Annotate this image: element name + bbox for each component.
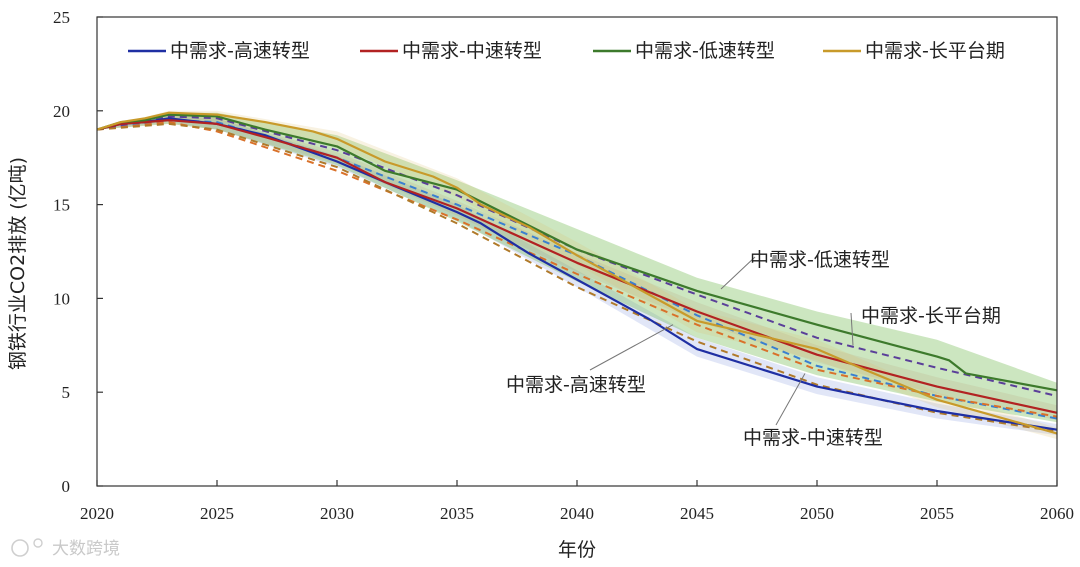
x-tick-label: 2045 xyxy=(680,504,714,523)
legend-label-中需求-低速转型: 中需求-低速转型 xyxy=(635,40,775,62)
watermark-logo-icon xyxy=(11,539,29,557)
y-tick-label: 0 xyxy=(62,477,71,496)
band-中需求-低速转型 xyxy=(97,112,1057,423)
annotation-label: 中需求-高速转型 xyxy=(506,374,646,396)
y-tick-label: 25 xyxy=(53,8,70,27)
y-tick-label: 5 xyxy=(62,383,71,402)
watermark-text: 大数跨境 xyxy=(52,539,120,559)
annotation-label: 中需求-低速转型 xyxy=(750,249,890,271)
dashed-line-中需求-长平台期 xyxy=(96,122,1058,433)
y-tick-label: 10 xyxy=(53,289,70,308)
annotation-leader-line xyxy=(589,324,674,371)
band-中需求-长平台期 xyxy=(97,110,1057,440)
annotation-leader-line xyxy=(775,373,806,426)
annotation-leader-line xyxy=(850,312,854,346)
x-tick-label: 2055 xyxy=(920,504,954,523)
series-line-中需求-低速转型 xyxy=(96,113,1058,392)
x-axis-title: 年份 xyxy=(558,539,596,561)
annotation-label: 中需求-中速转型 xyxy=(743,427,883,449)
series-lines xyxy=(96,111,1058,435)
x-tick-labels: 2020 2025 2030 2035 2040 2045 2050 2055 2060 xyxy=(80,504,1074,523)
x-tick-label: 2030 xyxy=(320,504,354,523)
series-line-中需求-高速转型 xyxy=(96,117,1058,431)
x-tick-label: 2040 xyxy=(560,504,594,523)
y-tick-labels: 0 5 10 15 20 25 xyxy=(53,8,70,496)
band-中需求-中速转型 xyxy=(97,116,1057,421)
y-axis-title: 钢铁行业CO2排放 (亿吨) xyxy=(7,157,29,370)
x-tick-label: 2050 xyxy=(800,504,834,523)
series-line-中需求-中速转型 xyxy=(96,119,1058,414)
legend-label-中需求-长平台期: 中需求-长平台期 xyxy=(865,40,1005,62)
annotation-leader-line xyxy=(720,256,756,290)
dashed-line-中需求-低速转型 xyxy=(96,115,1058,397)
legend-label-中需求-高速转型: 中需求-高速转型 xyxy=(170,40,310,62)
watermark-logo-dot-icon xyxy=(33,538,43,548)
y-tick-label: 15 xyxy=(53,196,70,215)
legend-label-中需求-中速转型: 中需求-中速转型 xyxy=(402,40,542,62)
series-line-中需求-长平台期 xyxy=(96,111,1058,435)
annotation-label: 中需求-长平台期 xyxy=(861,305,1001,327)
x-tick-label: 2035 xyxy=(440,504,474,523)
x-tick-label: 2020 xyxy=(80,504,114,523)
legend: 中需求-高速转型 中需求-中速转型 中需求-低速转型 中需求-长平台期 xyxy=(128,40,1005,62)
watermark: 大数跨境 xyxy=(11,538,120,559)
x-tick-label: 2060 xyxy=(1040,504,1074,523)
x-tick-label: 2025 xyxy=(200,504,234,523)
axis-ticks xyxy=(96,16,1058,487)
y-tick-label: 20 xyxy=(53,102,70,121)
